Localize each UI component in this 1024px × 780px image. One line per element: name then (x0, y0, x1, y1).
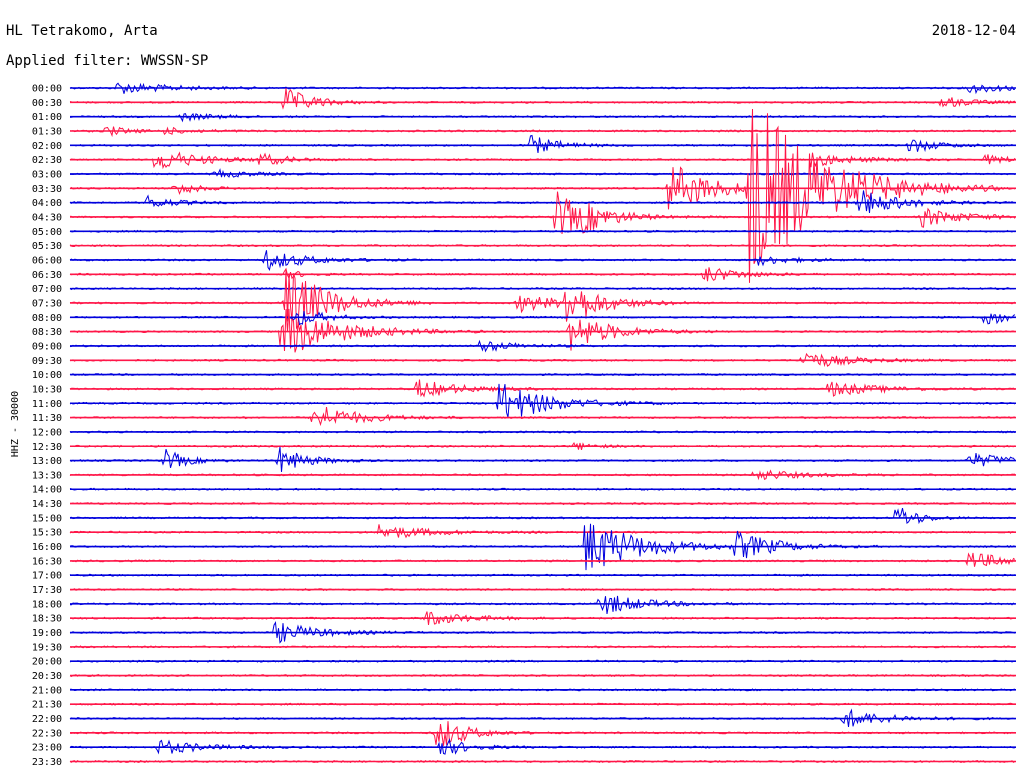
hour-tick-label: 13:30 (32, 470, 62, 481)
hour-tick-label: 23:30 (32, 757, 62, 768)
hour-tick-label: 19:30 (32, 642, 62, 653)
hour-tick-label: 05:30 (32, 241, 62, 252)
hour-tick-label: 03:30 (32, 184, 62, 195)
date-label: 2018-12-04 (932, 23, 1016, 39)
hour-tick-label: 23:00 (32, 743, 62, 754)
trace-line (70, 595, 1016, 614)
y-axis-label: HHZ - 30000 (10, 391, 21, 457)
filter-label: Applied filter: WWSSN-SP (6, 53, 208, 69)
hour-tick-label: 03:00 (32, 170, 62, 181)
hour-tick-label: 12:30 (32, 442, 62, 453)
trace-line (69, 88, 1016, 110)
hour-tick-label: 12:00 (32, 427, 62, 438)
trace-line (69, 108, 1016, 283)
trace-line (69, 507, 1016, 525)
trace-line (69, 524, 1016, 539)
hour-tick-label: 17:00 (32, 571, 62, 582)
station-title: HL Tetrakomo, Arta (6, 23, 158, 39)
hour-tick-label: 09:00 (32, 341, 62, 352)
hour-tick-label: 19:00 (32, 628, 62, 639)
trace-line (69, 552, 1016, 567)
hour-tick-label: 09:30 (32, 356, 62, 367)
trace-line (69, 191, 1016, 235)
hour-tick-label: 13:00 (32, 456, 62, 467)
hour-tick-label: 20:00 (32, 657, 62, 668)
hour-tick-label: 16:30 (32, 556, 62, 567)
hour-tick-label: 20:30 (32, 671, 62, 682)
hour-tick-label: 01:00 (32, 112, 62, 123)
hour-tick-label: 11:00 (32, 399, 62, 410)
trace-rows: 00:00 00:30 01:00 01:30 02:00 02:30 03:00 03:30… (32, 82, 1016, 768)
hour-tick-label: 04:30 (32, 213, 62, 224)
hour-tick-label: 14:30 (32, 499, 62, 510)
hour-tick-label: 06:00 (32, 256, 62, 267)
hour-tick-label: 18:00 (32, 599, 62, 610)
trace-line (69, 270, 1016, 330)
trace-line (69, 190, 1016, 214)
hour-tick-label: 02:00 (32, 141, 62, 152)
hour-tick-label: 04:00 (32, 198, 62, 209)
hour-tick-label: 02:30 (32, 155, 62, 166)
hour-tick-label: 15:30 (32, 528, 62, 539)
hour-tick-label: 00:00 (32, 84, 62, 95)
hour-tick-label: 10:00 (32, 370, 62, 381)
hour-tick-label: 18:30 (32, 614, 62, 625)
hour-tick-label: 06:30 (32, 270, 62, 281)
hour-tick-label: 07:30 (32, 298, 62, 309)
hour-tick-label: 08:30 (32, 327, 62, 338)
hour-tick-label: 00:30 (32, 98, 62, 109)
trace-line (69, 446, 1016, 472)
hour-tick-label: 05:00 (32, 227, 62, 238)
hour-tick-label: 17:30 (32, 585, 62, 596)
hour-tick-label: 11:30 (32, 413, 62, 424)
hour-tick-label: 22:00 (32, 714, 62, 725)
hour-tick-label: 21:00 (32, 685, 62, 696)
hour-tick-label: 15:00 (32, 513, 62, 524)
hour-tick-label: 08:00 (32, 313, 62, 324)
hour-tick-label: 21:30 (32, 700, 62, 711)
trace-line (69, 134, 1015, 153)
hour-tick-label: 01:30 (32, 127, 62, 138)
hour-tick-label: 22:30 (32, 728, 62, 739)
trace-line (69, 407, 1016, 427)
hour-tick-label: 14:00 (32, 485, 62, 496)
hour-tick-label: 10:30 (32, 384, 62, 395)
hour-tick-label: 16:00 (32, 542, 62, 553)
hour-tick-label: 07:00 (32, 284, 62, 295)
trace-line (69, 379, 1016, 398)
